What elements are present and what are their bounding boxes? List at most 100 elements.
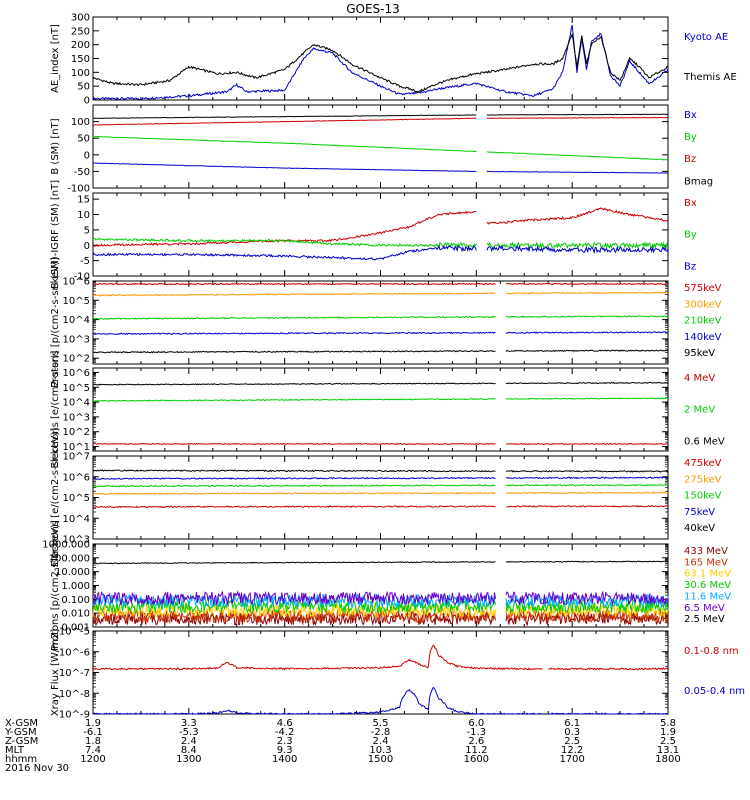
series-line-40kev bbox=[92, 469, 669, 473]
y-tick-label: 10^6 bbox=[63, 277, 90, 288]
y-tick-label: -50 bbox=[74, 167, 90, 178]
y-tick-label: 10^-6 bbox=[59, 647, 90, 658]
legend-entry: 0.6 MeV bbox=[684, 436, 725, 447]
footer-value: 1500 bbox=[368, 754, 393, 765]
series-line-bx bbox=[92, 207, 669, 247]
y-tick-label: 300 bbox=[71, 13, 90, 24]
footer-value: 2.5 bbox=[564, 736, 580, 747]
panel-2: -100 -50 0 50 100 B (SM) [nT] Bx By Bz Bmag bbox=[50, 104, 713, 195]
footer-row-label: Y-GSM bbox=[4, 727, 37, 738]
y-tick-label: 100 bbox=[71, 117, 90, 128]
footer-value: 1.8 bbox=[85, 736, 101, 747]
legend-entry: 2 MeV bbox=[684, 405, 715, 416]
series-line-95kev bbox=[92, 349, 669, 354]
footer-row-label: X-GSM bbox=[5, 718, 38, 729]
footer-value: 1300 bbox=[176, 754, 201, 765]
y-tick-label: 1000.000 bbox=[42, 540, 90, 551]
footer-value: 8.4 bbox=[181, 745, 197, 756]
legend-entry: 165 MeV bbox=[684, 557, 728, 568]
footer-value: -4.2 bbox=[275, 727, 295, 738]
y-tick-label: 15 bbox=[77, 195, 90, 206]
y-tick-label: 10^3 bbox=[63, 334, 90, 345]
y-tick-label: 10^-7 bbox=[59, 668, 90, 679]
panel-7: 0.001 0.010 0.100 1.000 10.000 100.000 1000.00… bbox=[42, 520, 731, 651]
footer-value: 1700 bbox=[559, 754, 584, 765]
y-tick-label: 50 bbox=[77, 82, 90, 93]
footer-row-label: hhmm bbox=[5, 754, 37, 765]
legend-entry: Themis AE bbox=[683, 72, 737, 83]
legend-entry: Bz bbox=[684, 261, 696, 272]
series-line-0-05-0-4-nm bbox=[92, 686, 669, 715]
panel-frame bbox=[92, 192, 669, 277]
legend-entry: Bx bbox=[684, 198, 697, 209]
legend-entry: 95keV bbox=[684, 348, 715, 359]
series-line-themis-ae bbox=[92, 33, 669, 94]
y-axis-label: Protons [p/(cm2-s-sr-keV)] bbox=[50, 257, 61, 388]
y-tick-label: 10^4 bbox=[63, 315, 90, 326]
y-tick-label: 0 bbox=[84, 96, 90, 107]
series-line-by bbox=[92, 135, 669, 161]
legend-entry: 300keV bbox=[684, 299, 722, 310]
legend-entry: 30.6 MeV bbox=[684, 580, 731, 591]
y-axis-label: B (SM) [nT] bbox=[50, 118, 61, 174]
legend-entry: 433 MeV bbox=[684, 546, 728, 557]
series-line-kyoto-ae bbox=[92, 24, 669, 101]
series-line-300kev bbox=[92, 291, 669, 297]
footer-value: 1800 bbox=[655, 754, 680, 765]
footer-value: 1600 bbox=[464, 754, 489, 765]
footer-value: 2.6 bbox=[468, 736, 484, 747]
panel-3: -10 -5 0 5 10 15 B (SM)-IGRF (SM) [nT] Bx By Bz bbox=[50, 180, 697, 289]
series-line-by bbox=[92, 237, 669, 250]
footer-value: 2.4 bbox=[181, 736, 197, 747]
y-axis-label: Protons [p/(cm2-s-sr-keV)] bbox=[50, 520, 61, 651]
footer-value: -6.1 bbox=[83, 727, 103, 738]
y-tick-label: 10^-9 bbox=[59, 710, 90, 721]
footer-date: 2016 Nov 30 bbox=[5, 763, 69, 774]
footer-value: -5.3 bbox=[179, 727, 199, 738]
legend-entry: 0.1-0.8 nm bbox=[684, 646, 739, 657]
y-tick-label: 50 bbox=[77, 134, 90, 145]
series-line-4-mev bbox=[92, 442, 669, 446]
legend-entry: Bmag bbox=[684, 176, 713, 187]
y-tick-label: 0.001 bbox=[61, 623, 90, 634]
footer-value: 13.1 bbox=[657, 745, 679, 756]
panel-frame bbox=[92, 16, 669, 101]
series-line-140kev bbox=[93, 331, 669, 336]
footer-value: 5.8 bbox=[660, 718, 676, 729]
y-tick-label: 10.000 bbox=[55, 567, 90, 578]
legend-entry: 140keV bbox=[684, 332, 722, 343]
legend-entry: Bx bbox=[684, 110, 697, 121]
y-tick-label: 10^6 bbox=[63, 368, 90, 379]
footer-value: 4.6 bbox=[277, 718, 293, 729]
series-line-bx bbox=[93, 162, 669, 174]
footer-row-label: MLT bbox=[5, 745, 25, 756]
y-axis-label: AE_index [nT] bbox=[50, 24, 61, 93]
y-tick-label: 0.100 bbox=[61, 595, 90, 606]
footer-value: 10.3 bbox=[369, 745, 391, 756]
footer-value: 2.5 bbox=[660, 736, 676, 747]
y-tick-label: 0 bbox=[84, 150, 90, 161]
y-tick-label: 100.000 bbox=[49, 553, 90, 564]
y-tick-label: 1.000 bbox=[61, 581, 90, 592]
footer-value: -1.3 bbox=[467, 727, 487, 738]
legend-entry: 4 MeV bbox=[684, 373, 715, 384]
y-tick-label: 150 bbox=[71, 54, 90, 65]
footer-value: 2.3 bbox=[277, 736, 293, 747]
footer-value: 12.2 bbox=[561, 745, 583, 756]
legend-entry: Kyoto AE bbox=[684, 32, 728, 43]
legend-entry: 2.5 MeV bbox=[684, 614, 725, 625]
y-tick-label: 10^4 bbox=[63, 398, 90, 409]
y-tick-label: 10^6 bbox=[63, 472, 90, 483]
panel-frame bbox=[92, 455, 669, 540]
panel-frame bbox=[92, 367, 669, 452]
y-tick-label: 10^5 bbox=[63, 296, 90, 307]
series-line-0-6-mev bbox=[93, 381, 669, 386]
y-tick-label: 0 bbox=[84, 241, 90, 252]
legend-entry: 210keV bbox=[684, 316, 722, 327]
